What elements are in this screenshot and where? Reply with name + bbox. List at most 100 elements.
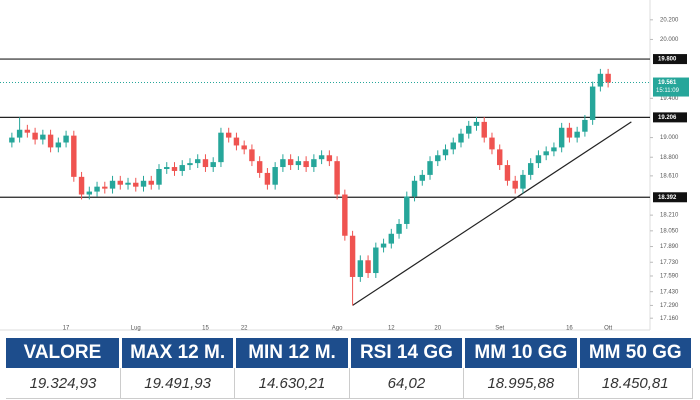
candle-body bbox=[156, 169, 162, 185]
candle-body bbox=[404, 196, 410, 224]
candle-body bbox=[125, 182, 131, 185]
candle-body bbox=[9, 137, 15, 143]
candle-body bbox=[427, 161, 433, 175]
y-tick-label: 19.400 bbox=[660, 96, 679, 102]
candle-body bbox=[411, 180, 418, 197]
candle-body bbox=[55, 142, 62, 148]
x-tick-label: Lug bbox=[131, 326, 141, 332]
candle-body bbox=[295, 161, 302, 166]
candle-body bbox=[597, 73, 604, 87]
value-cell: 19.324,93 bbox=[6, 368, 121, 399]
level-label: 18.392 bbox=[658, 195, 677, 201]
candle-body bbox=[164, 167, 170, 169]
y-tick-label: 17.590 bbox=[660, 274, 679, 280]
y-tick-label: 17.730 bbox=[660, 260, 679, 266]
header-cell: VALORE bbox=[6, 338, 122, 368]
y-tick-label: 17.890 bbox=[660, 244, 679, 250]
candle-body bbox=[272, 167, 278, 185]
candle-body bbox=[450, 142, 456, 150]
candle-body bbox=[256, 161, 263, 173]
candle-body bbox=[24, 129, 31, 133]
candle-body bbox=[210, 162, 216, 168]
candle-body bbox=[574, 131, 580, 138]
candle-body bbox=[466, 125, 472, 134]
candle-body bbox=[527, 163, 534, 175]
candle-body bbox=[318, 155, 325, 160]
value-row: 19.324,93 19.491,93 14.630,21 64,02 18.995,8… bbox=[6, 368, 694, 399]
candle-body bbox=[63, 135, 69, 143]
x-tick-label: Ago bbox=[332, 326, 343, 332]
candle-body bbox=[202, 159, 209, 168]
candle-body bbox=[179, 165, 185, 171]
candle-body bbox=[520, 174, 526, 189]
last-price-label: 19.561 bbox=[658, 80, 677, 86]
candle-body bbox=[148, 180, 154, 185]
candle-body bbox=[481, 121, 487, 138]
candle-body bbox=[287, 159, 294, 166]
value-cell: 18.995,88 bbox=[463, 368, 579, 399]
chart: 20.200 20.000 19.400 19.000 18.800 18.610 18.2… bbox=[0, 0, 689, 332]
candle-body bbox=[218, 132, 224, 163]
y-tick-label: 20.200 bbox=[660, 17, 679, 23]
x-tick-label: 17 bbox=[63, 326, 70, 332]
candle-body bbox=[342, 194, 348, 236]
candle-body bbox=[16, 129, 23, 138]
countdown: 15:11:09 bbox=[656, 88, 680, 94]
x-tick-label: 15 bbox=[202, 326, 209, 332]
candle-body bbox=[435, 155, 441, 162]
y-tick-label: 17.290 bbox=[660, 303, 679, 309]
candle-body bbox=[582, 119, 588, 132]
candle-body bbox=[102, 186, 108, 189]
candle-body bbox=[473, 121, 480, 126]
candle-body bbox=[195, 159, 201, 164]
candle-body bbox=[365, 260, 371, 274]
x-tick-label: 12 bbox=[388, 326, 395, 332]
candle-body bbox=[225, 132, 232, 138]
y-tick-label: 17.160 bbox=[660, 316, 679, 322]
candle-body bbox=[489, 137, 495, 150]
level-label: 19.206 bbox=[658, 115, 677, 121]
candle-body bbox=[566, 127, 573, 138]
y-tick-label: 18.210 bbox=[660, 213, 679, 219]
level-label-box bbox=[653, 112, 687, 123]
trendline bbox=[352, 121, 632, 306]
candle-body bbox=[373, 247, 379, 274]
candle-body bbox=[280, 159, 286, 168]
y-tick-label: 20.000 bbox=[660, 37, 679, 43]
candle-body bbox=[187, 163, 193, 166]
y-tick-label: 18.050 bbox=[660, 228, 679, 234]
candle-body bbox=[512, 180, 518, 189]
candle-body bbox=[543, 151, 549, 156]
candle-body bbox=[442, 149, 449, 156]
candle-body bbox=[311, 159, 317, 168]
y-tick-label: 18.610 bbox=[660, 173, 679, 179]
header-cell: MM 50 GG bbox=[578, 338, 695, 368]
stats-table: VALORE MAX 12 M. MIN 12 M. RSI 14 GG MM 10 G… bbox=[6, 338, 695, 399]
x-tick-label: Set bbox=[495, 326, 504, 332]
candle-body bbox=[589, 86, 596, 120]
x-tick-label: 16 bbox=[566, 326, 573, 332]
y-tick-label: 19.000 bbox=[660, 135, 679, 141]
candle-body bbox=[558, 127, 565, 148]
candle-body bbox=[605, 73, 611, 83]
value-cell: 18.450,81 bbox=[578, 368, 694, 399]
x-tick-label: 20 bbox=[434, 326, 441, 332]
candle-body bbox=[497, 149, 503, 166]
candle-body bbox=[249, 149, 255, 162]
candle-body bbox=[140, 180, 147, 187]
y-tick-label: 17.430 bbox=[660, 289, 679, 295]
candle-body bbox=[71, 135, 77, 177]
x-tick-label: Ott bbox=[604, 326, 612, 332]
candle-body bbox=[388, 233, 395, 244]
candle-body bbox=[171, 167, 178, 171]
candle-body bbox=[326, 155, 333, 162]
candle-body bbox=[419, 174, 425, 181]
candle-body bbox=[109, 180, 116, 189]
candle-body bbox=[47, 134, 54, 148]
header-cell: MIN 12 M. bbox=[234, 338, 351, 368]
level-label: 19.800 bbox=[658, 57, 677, 63]
candle-body bbox=[349, 235, 356, 277]
level-label-box bbox=[653, 192, 687, 203]
candle-body bbox=[504, 165, 511, 181]
